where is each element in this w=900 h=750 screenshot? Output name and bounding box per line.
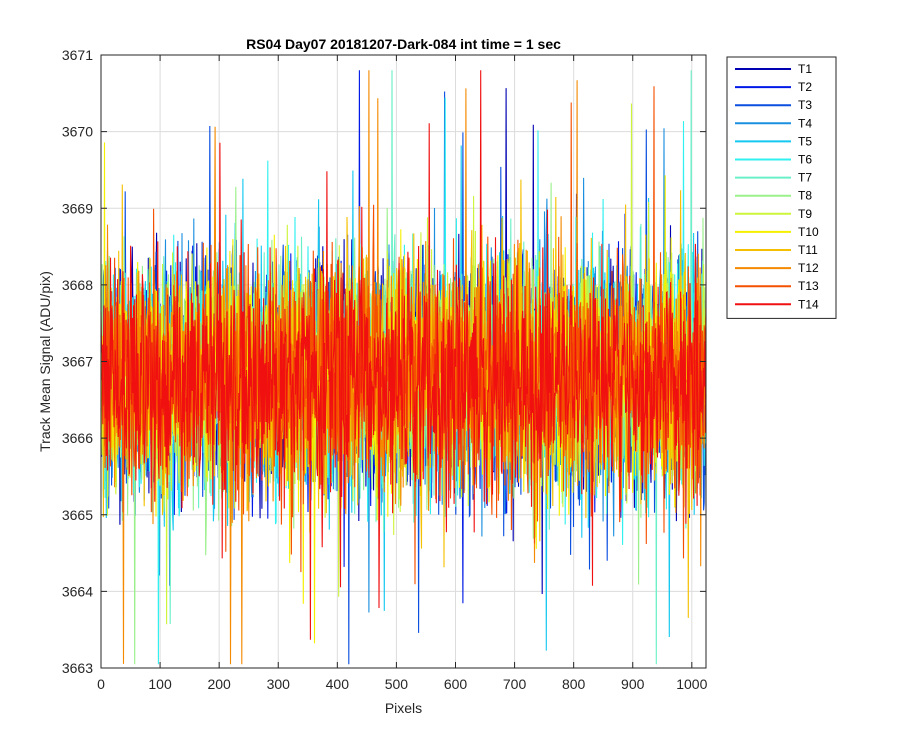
legend-label-t11: T11 [798, 243, 818, 257]
y-tick-label: 3668 [62, 277, 93, 293]
x-tick-label: 800 [562, 676, 586, 692]
y-tick-label: 3663 [62, 660, 93, 676]
x-tick-label: 700 [503, 676, 527, 692]
axis-ticks: 0 100 200 300 400 500 600 700 800 900 1000 3663 3664… [62, 47, 708, 692]
legend-label-t10: T10 [798, 225, 819, 239]
y-axis-label: Track Mean Signal (ADU/pix) [37, 271, 53, 452]
legend: T1 T2 T3 T4 T5 T6 T7 T8 T9 T10 T11 T12 T13 T14 [726, 56, 837, 319]
legend-label-t6: T6 [798, 153, 812, 167]
x-tick-label: 400 [326, 676, 350, 692]
y-tick-label: 3667 [62, 354, 93, 370]
x-tick-label: 100 [148, 676, 172, 692]
x-tick-label: 900 [621, 676, 645, 692]
legend-label-t3: T3 [798, 98, 812, 112]
series-line-t14 [100, 70, 707, 640]
x-tick-label: 0 [97, 676, 105, 692]
y-tick-label: 3669 [62, 200, 93, 216]
legend-label-t13: T13 [798, 279, 819, 293]
x-tick-label: 1000 [676, 676, 707, 692]
y-tick-label: 3670 [62, 124, 93, 140]
legend-label-t8: T8 [798, 189, 812, 203]
y-tick-label: 3671 [62, 47, 93, 63]
legend-box [726, 56, 837, 319]
x-axis-label: Pixels [385, 700, 422, 716]
chart-title: RS04 Day07 20181207-Dark-084 int time = … [246, 36, 561, 52]
legend-label-t9: T9 [798, 207, 812, 221]
y-tick-label: 3664 [62, 583, 93, 599]
y-tick-label: 3665 [62, 507, 93, 523]
legend-label-t14: T14 [798, 297, 819, 311]
legend-label-t2: T2 [798, 80, 812, 94]
legend-label-t7: T7 [798, 171, 812, 185]
x-tick-label: 200 [207, 676, 231, 692]
y-tick-label: 3666 [62, 430, 93, 446]
legend-label-t5: T5 [798, 134, 812, 148]
series-lines [100, 70, 707, 665]
legend-label-t12: T12 [798, 261, 819, 275]
x-tick-label: 500 [385, 676, 409, 692]
legend-label-t4: T4 [798, 116, 812, 130]
x-tick-label: 300 [267, 676, 291, 692]
x-tick-label: 600 [444, 676, 468, 692]
legend-label-t1: T1 [798, 62, 812, 76]
